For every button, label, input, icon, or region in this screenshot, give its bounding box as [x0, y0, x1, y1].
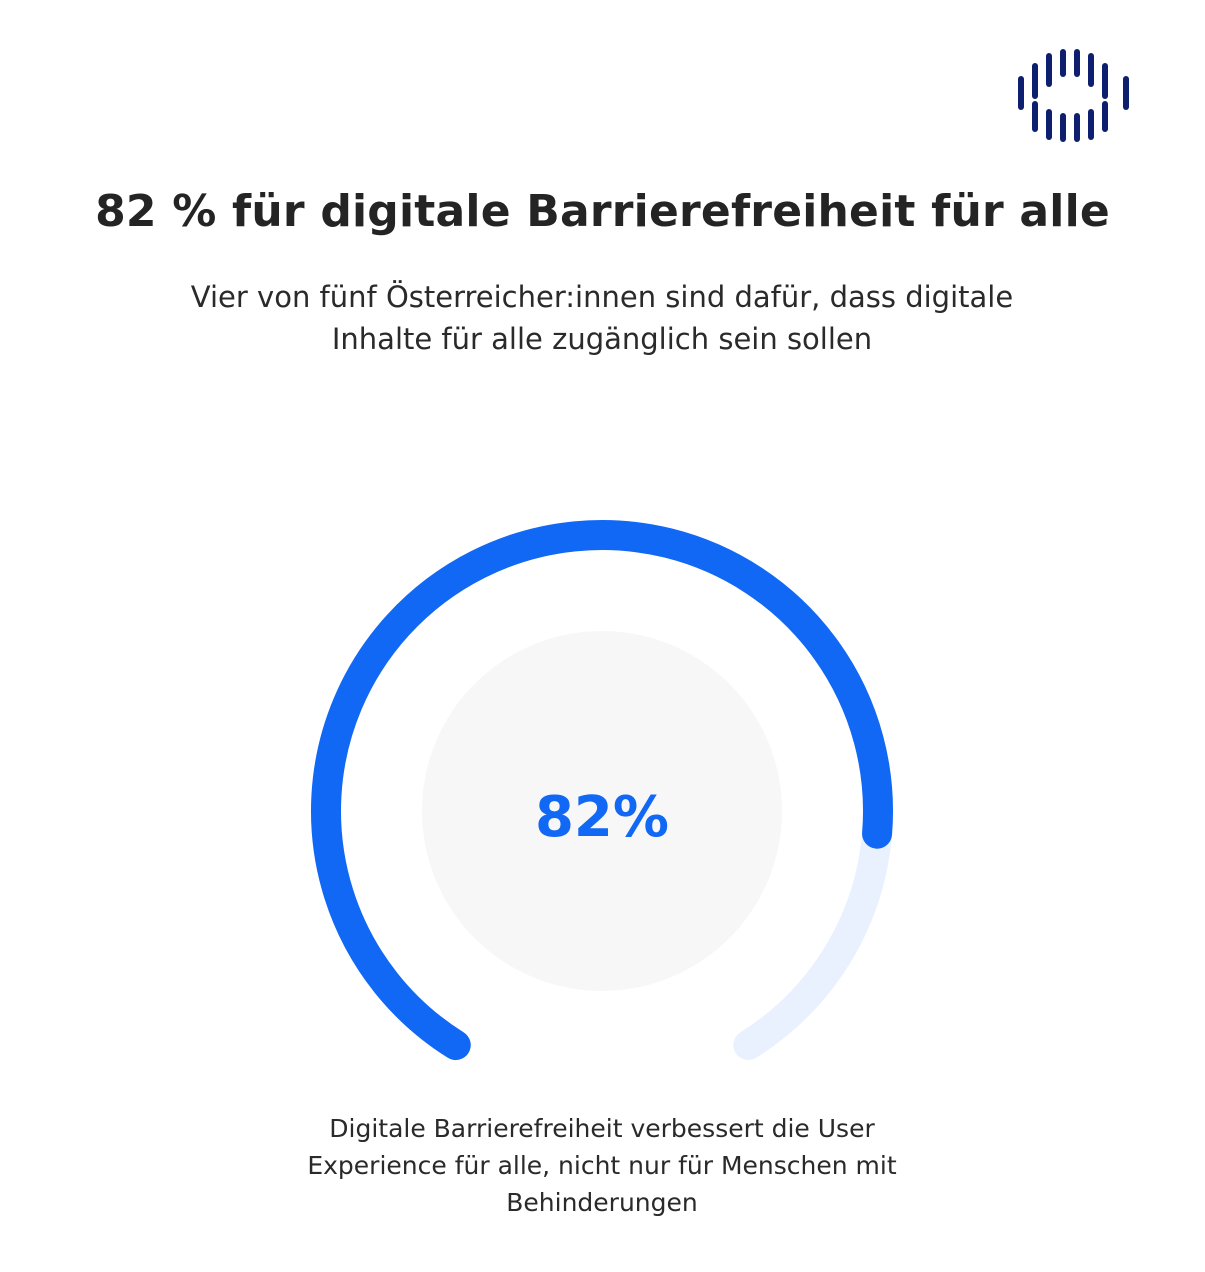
footnote-text: Digitale Barrierefreiheit verbessert die… — [307, 1114, 897, 1217]
page-subtitle: Vier von fünf Österreicher:innen sind da… — [190, 280, 1014, 356]
brand-logo-icon — [1018, 49, 1129, 142]
gauge-value-label: 82% — [535, 785, 669, 850]
gauge-fill-arc — [311, 520, 893, 1061]
gauge-inner-circle — [422, 631, 782, 991]
page-title: 82 % für digitale Barrierefreiheit für a… — [95, 186, 1110, 237]
